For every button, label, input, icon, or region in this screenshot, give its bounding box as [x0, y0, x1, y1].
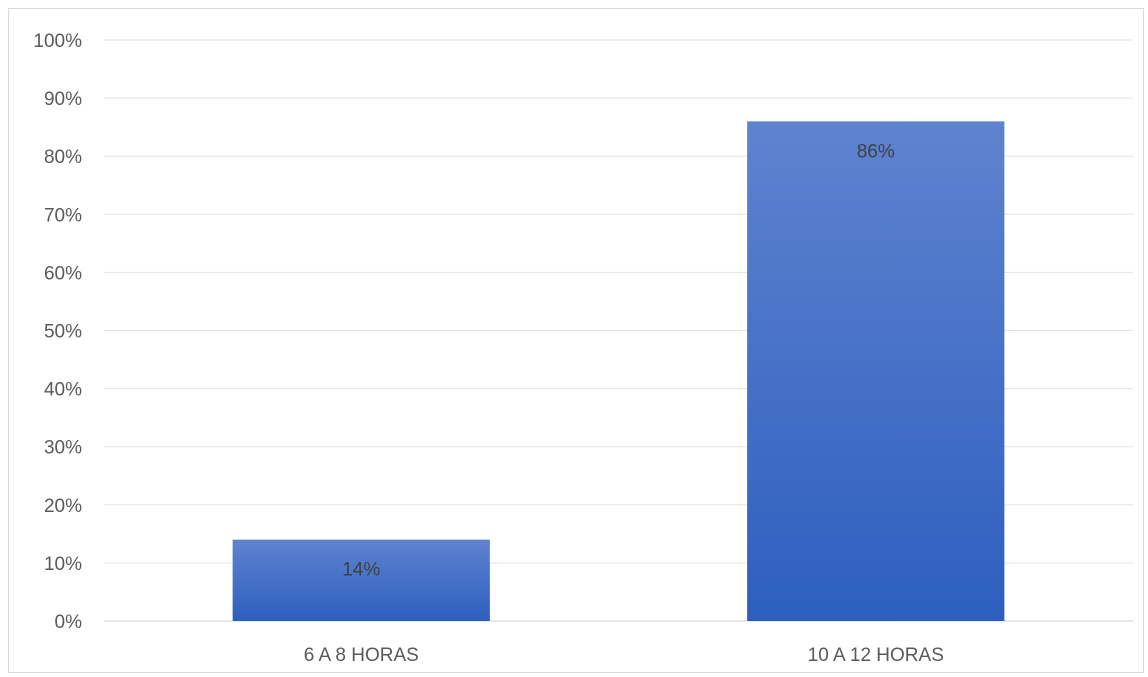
x-category-label: 10 A 12 HORAS: [808, 645, 944, 666]
y-tick-label: 70%: [44, 205, 82, 226]
y-tick-label: 0%: [55, 612, 83, 633]
y-tick-label: 80%: [44, 147, 82, 168]
bars: [232, 121, 1005, 621]
bar-data-label: 86%: [857, 141, 895, 162]
y-tick-label: 60%: [44, 263, 82, 284]
y-tick-label: 40%: [44, 380, 82, 401]
y-tick-label: 20%: [44, 496, 82, 517]
y-tick-label: 50%: [44, 322, 82, 343]
bar-data-label: 14%: [342, 560, 380, 581]
x-axis-category-labels: 6 A 8 HORAS 10 A 12 HORAS: [304, 645, 944, 666]
y-tick-label: 10%: [44, 554, 82, 575]
data-labels: 14% 86%: [342, 141, 895, 580]
x-category-label: 6 A 8 HORAS: [304, 645, 419, 666]
y-tick-label: 30%: [44, 438, 82, 459]
bar: [747, 121, 1005, 621]
bar: [232, 539, 490, 621]
y-tick-label: 100%: [33, 31, 82, 52]
y-tick-label: 90%: [44, 89, 82, 110]
y-axis-tick-labels: 0% 10% 20% 30% 40% 50% 60% 70% 80% 90% 100%: [33, 31, 82, 633]
